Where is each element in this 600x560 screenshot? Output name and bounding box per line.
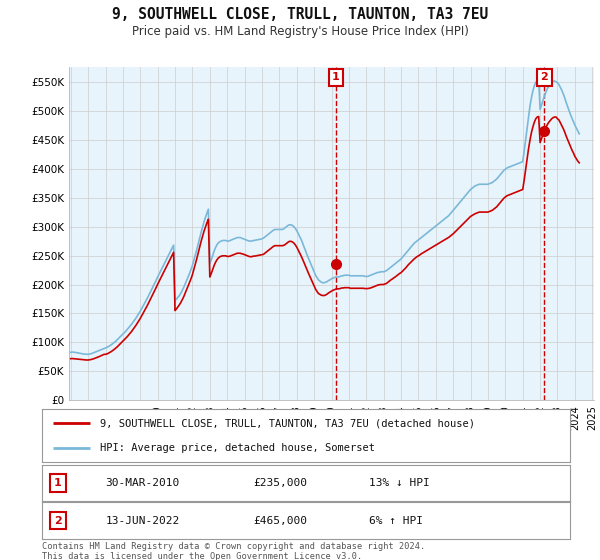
Text: HPI: Average price, detached house, Somerset: HPI: Average price, detached house, Some…	[100, 442, 375, 452]
Text: 1: 1	[54, 478, 62, 488]
Text: £465,000: £465,000	[253, 516, 307, 525]
Text: 2: 2	[54, 516, 62, 525]
Text: 2: 2	[541, 72, 548, 82]
Text: 9, SOUTHWELL CLOSE, TRULL, TAUNTON, TA3 7EU (detached house): 9, SOUTHWELL CLOSE, TRULL, TAUNTON, TA3 …	[100, 418, 475, 428]
Text: 9, SOUTHWELL CLOSE, TRULL, TAUNTON, TA3 7EU: 9, SOUTHWELL CLOSE, TRULL, TAUNTON, TA3 …	[112, 7, 488, 22]
Text: Price paid vs. HM Land Registry's House Price Index (HPI): Price paid vs. HM Land Registry's House …	[131, 25, 469, 38]
Text: £235,000: £235,000	[253, 478, 307, 488]
Text: 13-JUN-2022: 13-JUN-2022	[106, 516, 179, 525]
Text: 1: 1	[332, 72, 340, 82]
Text: 30-MAR-2010: 30-MAR-2010	[106, 478, 179, 488]
Text: 13% ↓ HPI: 13% ↓ HPI	[370, 478, 430, 488]
Text: 6% ↑ HPI: 6% ↑ HPI	[370, 516, 424, 525]
Text: Contains HM Land Registry data © Crown copyright and database right 2024.
This d: Contains HM Land Registry data © Crown c…	[42, 542, 425, 560]
